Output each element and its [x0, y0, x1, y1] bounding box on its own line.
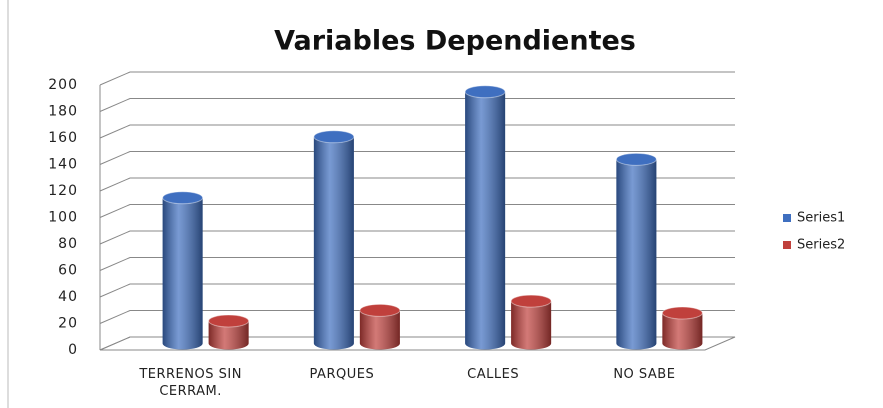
- chart-title: Variables Dependientes: [274, 26, 636, 57]
- bar-shade: [208, 320, 249, 350]
- bar-shade: [465, 91, 506, 350]
- bar-shade: [359, 310, 400, 350]
- grid-line: [99, 204, 735, 218]
- bar-top: [359, 303, 401, 317]
- y-tick-label: 0: [68, 342, 78, 358]
- x-tick-label: CALLES: [467, 367, 520, 382]
- grid-line: [99, 283, 735, 298]
- y-tick-label: 100: [48, 210, 78, 226]
- bar-top: [661, 306, 703, 320]
- y-tick-label: 180: [48, 104, 78, 120]
- y-tick-label: 60: [58, 263, 78, 279]
- grid-line: [99, 257, 735, 271]
- y-tick-label: 140: [48, 157, 78, 173]
- grid-line: [99, 98, 735, 112]
- y-tick-label: 160: [48, 130, 78, 146]
- bar-top: [208, 314, 250, 328]
- bar-shade: [662, 313, 703, 350]
- y-tick-label: 20: [58, 316, 78, 332]
- grid-line: [99, 124, 735, 139]
- legend-label: Series2: [797, 238, 845, 253]
- y-tick-label: 40: [58, 289, 78, 305]
- grid-line: [99, 151, 735, 165]
- legend-label: Series1: [797, 211, 845, 226]
- bar-top: [510, 294, 552, 308]
- y-tick-label: 120: [48, 183, 78, 199]
- grid-line: [99, 177, 735, 192]
- grid-line: [99, 230, 735, 245]
- bar-shade: [616, 159, 657, 350]
- floor: [99, 336, 736, 351]
- bar-top: [464, 85, 506, 99]
- bar-top: [162, 191, 204, 205]
- bar-shade: [162, 197, 203, 350]
- x-tick-label: PARQUES: [309, 367, 375, 382]
- y-tick-label: 80: [58, 236, 78, 252]
- bar-shade: [511, 301, 552, 350]
- bar-shade: [313, 136, 354, 350]
- x-tick-label: NO SABE: [613, 367, 676, 382]
- legend-swatch: [783, 241, 791, 249]
- x-tick-label: TERRENOS SIN CERRAM.: [139, 367, 242, 399]
- bar-top: [313, 130, 355, 144]
- y-tick-label: 200: [48, 77, 78, 93]
- bar-top: [615, 152, 657, 166]
- legend-swatch: [783, 214, 791, 222]
- grid-line: [99, 71, 735, 86]
